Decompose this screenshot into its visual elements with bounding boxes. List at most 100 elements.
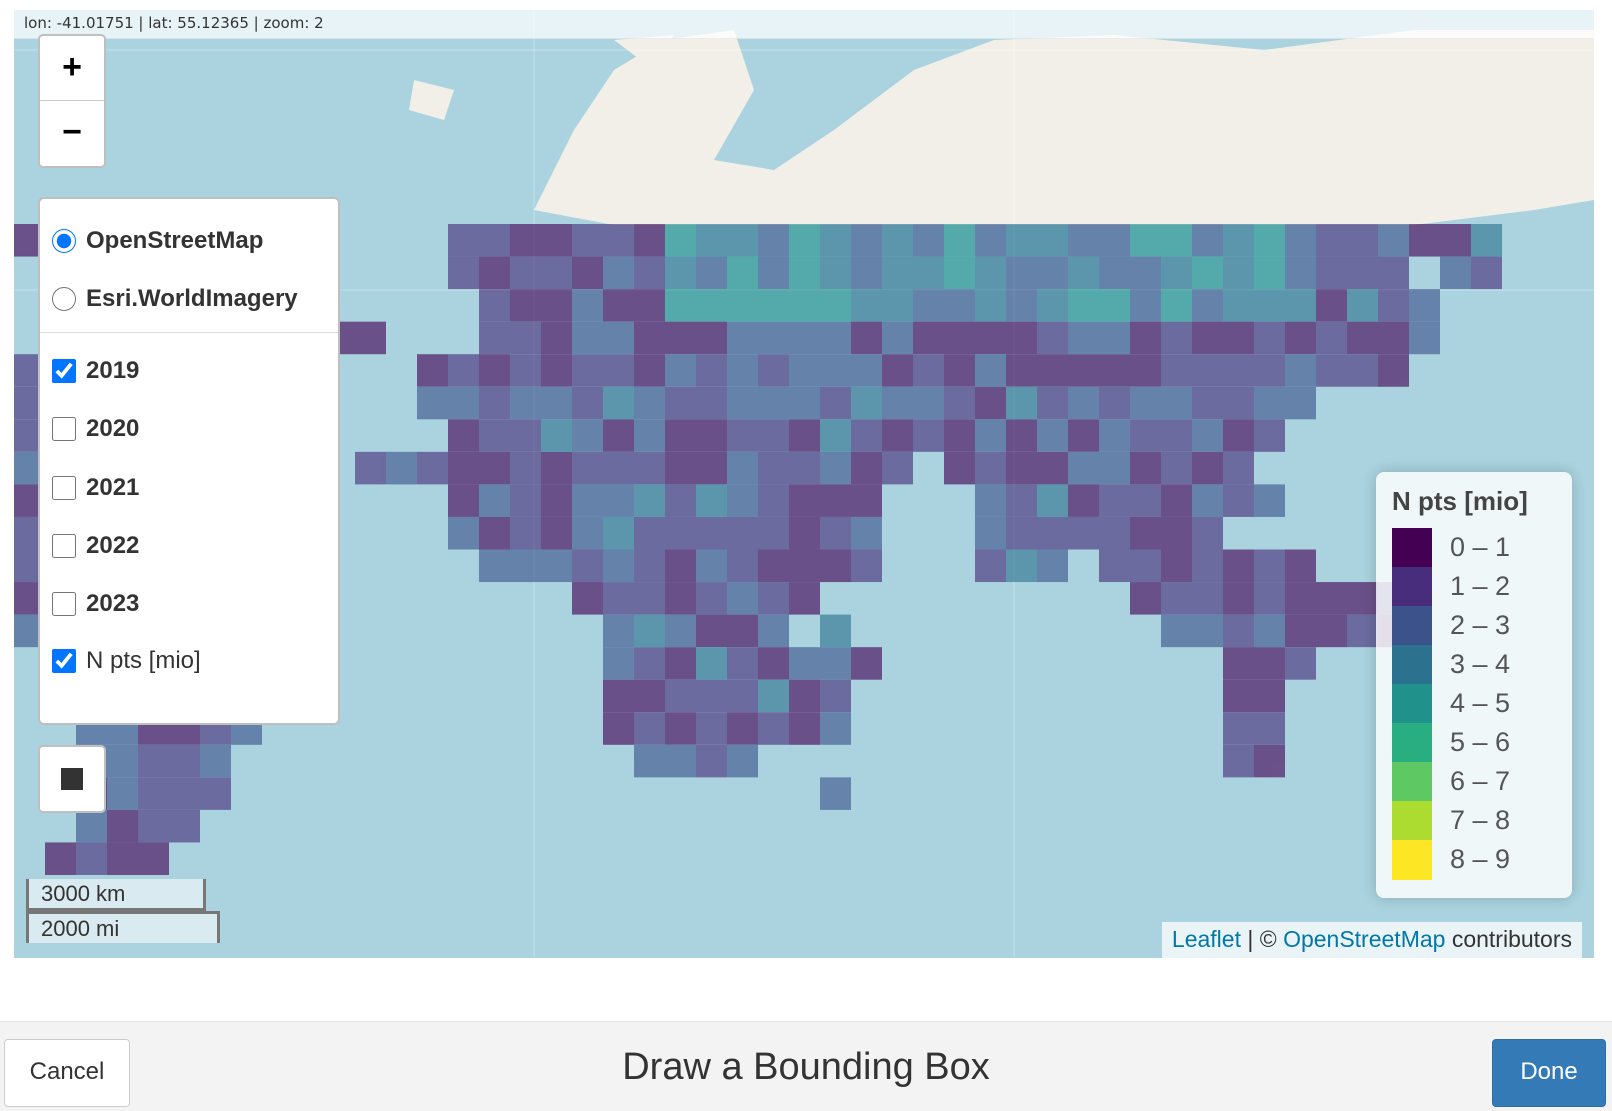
legend-swatch [1392, 567, 1432, 607]
overlay-2019[interactable]: 2019 [52, 353, 139, 389]
grid-cell [820, 419, 851, 452]
overlay-npts[interactable]: N pts [mio] [52, 643, 201, 679]
grid-cell [634, 679, 665, 713]
grid-cell [1161, 256, 1192, 290]
grid-cell [1130, 256, 1161, 290]
grid-cell [541, 224, 572, 257]
leaflet-link[interactable]: Leaflet [1171, 926, 1241, 952]
legend-swatch [1392, 606, 1432, 646]
overlay-2023[interactable]: 2023 [52, 586, 139, 622]
map-view[interactable]: lon: -41.01751 | lat: 55.12365 | zoom: 2… [14, 10, 1594, 958]
done-button[interactable]: Done [1492, 1039, 1606, 1107]
grid-cell [820, 679, 851, 713]
overlay-checkbox[interactable] [52, 649, 76, 673]
grid-cell [820, 516, 851, 550]
overlay-checkbox[interactable] [52, 359, 76, 383]
grid-cell [882, 419, 913, 452]
attribution: Leaflet | © OpenStreetMap contributors [1161, 922, 1582, 958]
overlay-2022[interactable]: 2022 [52, 528, 139, 564]
grid-cell [479, 289, 510, 322]
grid-cell [1037, 289, 1068, 322]
grid-cell [1378, 354, 1409, 387]
grid-cell [1099, 224, 1130, 257]
grid-cell [448, 516, 479, 550]
zoom-in-button[interactable]: + [62, 48, 82, 86]
grid-cell [572, 321, 603, 355]
grid-cell [448, 386, 479, 420]
base-layer-openstreetmap[interactable]: OpenStreetMap [52, 223, 263, 259]
grid-cell [634, 614, 665, 648]
grid-cell [727, 256, 758, 290]
grid-cell [1161, 582, 1192, 615]
grid-cell [1347, 224, 1378, 257]
grid-cell [975, 354, 1006, 387]
cancel-button[interactable]: Cancel [4, 1039, 130, 1107]
grid-cell [479, 224, 510, 257]
grid-cell [758, 582, 789, 615]
base-layer-radio[interactable] [52, 287, 76, 311]
grid-cell [603, 451, 634, 485]
grid-cell [1223, 549, 1254, 583]
base-layer-label: OpenStreetMap [86, 227, 264, 254]
grid-cell [1006, 289, 1037, 322]
base-layer-radio[interactable] [52, 229, 76, 253]
grid-cell [479, 256, 510, 290]
overlay-checkbox[interactable] [52, 534, 76, 558]
draw-rectangle-button[interactable] [38, 745, 106, 813]
grid-cell [944, 386, 975, 420]
grid-cell [696, 516, 727, 550]
grid-cell [1223, 224, 1254, 257]
osm-link[interactable]: OpenStreetMap [1283, 926, 1446, 952]
overlay-2020[interactable]: 2020 [52, 411, 139, 447]
grid-cell [696, 582, 727, 615]
legend-label: 1 – 2 [1450, 571, 1511, 601]
grid-cell [851, 321, 882, 355]
grid-cell [386, 451, 417, 485]
grid-cell [696, 289, 727, 322]
legend-swatch [1392, 840, 1432, 880]
grid-cell [603, 354, 634, 387]
legend-item: 1 – 2 [1392, 567, 1562, 607]
grid-cell [1223, 647, 1254, 680]
grid-cell [944, 451, 975, 485]
grid-cell [355, 321, 386, 355]
grid-cell [1037, 386, 1068, 420]
overlay-checkbox[interactable] [52, 592, 76, 616]
grid-cell [1037, 256, 1068, 290]
grid-cell [1068, 516, 1099, 550]
grid-cell [820, 224, 851, 257]
base-layer-esri[interactable]: Esri.WorldImagery [52, 281, 298, 317]
grid-cell [479, 516, 510, 550]
overlay-2021[interactable]: 2021 [52, 470, 139, 506]
grid-cell [603, 549, 634, 583]
grid-cell [851, 354, 882, 387]
grid-cell [1068, 224, 1099, 257]
scale-imperial-label: 2000 mi [26, 911, 220, 943]
zoom-out-button[interactable]: − [40, 100, 104, 165]
grid-cell [76, 809, 107, 843]
legend-label: 0 – 1 [1450, 532, 1511, 562]
grid-cell [820, 777, 851, 810]
grid-cell [107, 842, 138, 875]
grid-cell [1130, 549, 1161, 583]
grid-cell [851, 516, 882, 550]
grid-cell [541, 289, 572, 322]
grid-cell [1006, 516, 1037, 550]
grid-cell [665, 419, 696, 452]
grid-cell [758, 354, 789, 387]
grid-cell [975, 224, 1006, 257]
legend-swatch [1392, 528, 1432, 568]
overlay-checkbox[interactable] [52, 476, 76, 500]
grid-cell [1006, 386, 1037, 420]
grid-cell [1378, 256, 1409, 290]
grid-cell [1099, 321, 1130, 355]
overlay-label: 2020 [86, 415, 140, 442]
grid-cell [603, 679, 634, 713]
grid-cell [1223, 744, 1254, 778]
grid-cell [665, 549, 696, 583]
overlay-checkbox[interactable] [52, 417, 76, 441]
legend-label: 8 – 9 [1450, 844, 1511, 874]
legend: N pts [mio] 0 – 1 1 – 2 2 – 3 3 – 4 4 – 5 5 –… [1376, 472, 1572, 898]
grid-cell [1223, 289, 1254, 322]
grid-cell [448, 419, 479, 452]
